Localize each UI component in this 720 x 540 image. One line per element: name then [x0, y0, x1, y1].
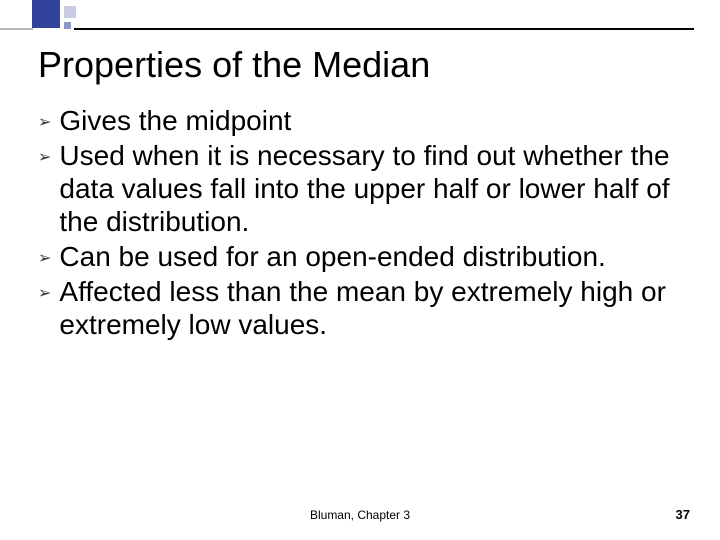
header-decoration [0, 0, 720, 30]
list-item: ➢ Can be used for an open-ended distribu… [38, 240, 682, 273]
list-item: ➢ Used when it is necessary to find out … [38, 139, 682, 238]
accent-square-small [64, 22, 71, 29]
header-rule-left [0, 28, 33, 30]
bullet-icon: ➢ [38, 248, 51, 268]
list-item-text: Affected less than the mean by extremely… [59, 275, 682, 341]
list-item-text: Used when it is necessary to find out wh… [59, 139, 682, 238]
bullet-icon: ➢ [38, 283, 51, 303]
list-item: ➢ Gives the midpoint [38, 104, 682, 137]
slide-title: Properties of the Median [38, 44, 430, 86]
footer-text: Bluman, Chapter 3 [0, 508, 720, 522]
accent-square-mid [64, 6, 76, 18]
bullet-icon: ➢ [38, 147, 51, 167]
header-rule [74, 28, 694, 30]
slide: Properties of the Median ➢ Gives the mid… [0, 0, 720, 540]
list-item: ➢ Affected less than the mean by extreme… [38, 275, 682, 341]
list-item-text: Can be used for an open-ended distributi… [59, 240, 605, 273]
page-number: 37 [676, 507, 690, 522]
slide-body: ➢ Gives the midpoint ➢ Used when it is n… [38, 104, 682, 343]
accent-square-large [32, 0, 60, 28]
list-item-text: Gives the midpoint [59, 104, 291, 137]
bullet-icon: ➢ [38, 112, 51, 132]
